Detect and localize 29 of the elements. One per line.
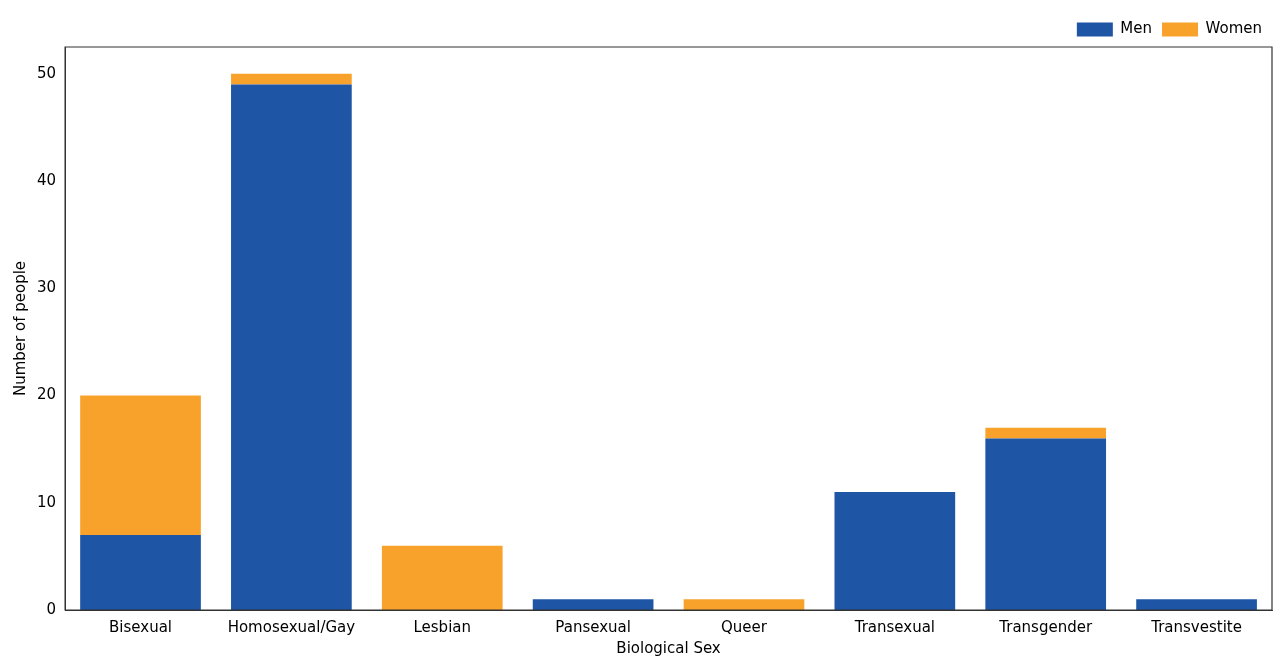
bar <box>834 492 956 610</box>
bar <box>80 534 201 610</box>
legend-label: Women <box>1205 19 1263 38</box>
y-tick-label: 50 <box>36 63 57 82</box>
bar <box>231 73 352 85</box>
y-tick-label: 10 <box>36 492 57 511</box>
bar <box>985 427 1107 439</box>
x-tick-label: Pansexual <box>555 617 631 636</box>
bar <box>80 395 201 535</box>
bar <box>683 599 805 610</box>
y-axis-title: Number of people <box>10 260 29 397</box>
bar <box>231 84 352 610</box>
legend-label: Men <box>1120 19 1153 38</box>
bar <box>381 545 503 610</box>
bar <box>985 438 1107 610</box>
x-tick-label: Queer <box>721 617 768 636</box>
x-tick-label: Transexual <box>853 617 936 636</box>
x-tick-label: Homosexual/Gay <box>227 617 356 636</box>
x-tick-label: Bisexual <box>109 617 173 636</box>
bar <box>532 599 654 610</box>
x-tick-label: Transgender <box>998 617 1093 636</box>
x-tick-label: Transvestite <box>1150 617 1242 636</box>
y-tick-label: 20 <box>36 385 57 404</box>
x-tick-label: Lesbian <box>413 617 472 636</box>
y-tick-label: 30 <box>36 278 57 297</box>
y-tick-label: 0 <box>46 599 57 618</box>
y-tick-label: 40 <box>36 170 57 189</box>
bar <box>1136 599 1257 610</box>
x-axis-title: Biological Sex <box>616 638 721 657</box>
